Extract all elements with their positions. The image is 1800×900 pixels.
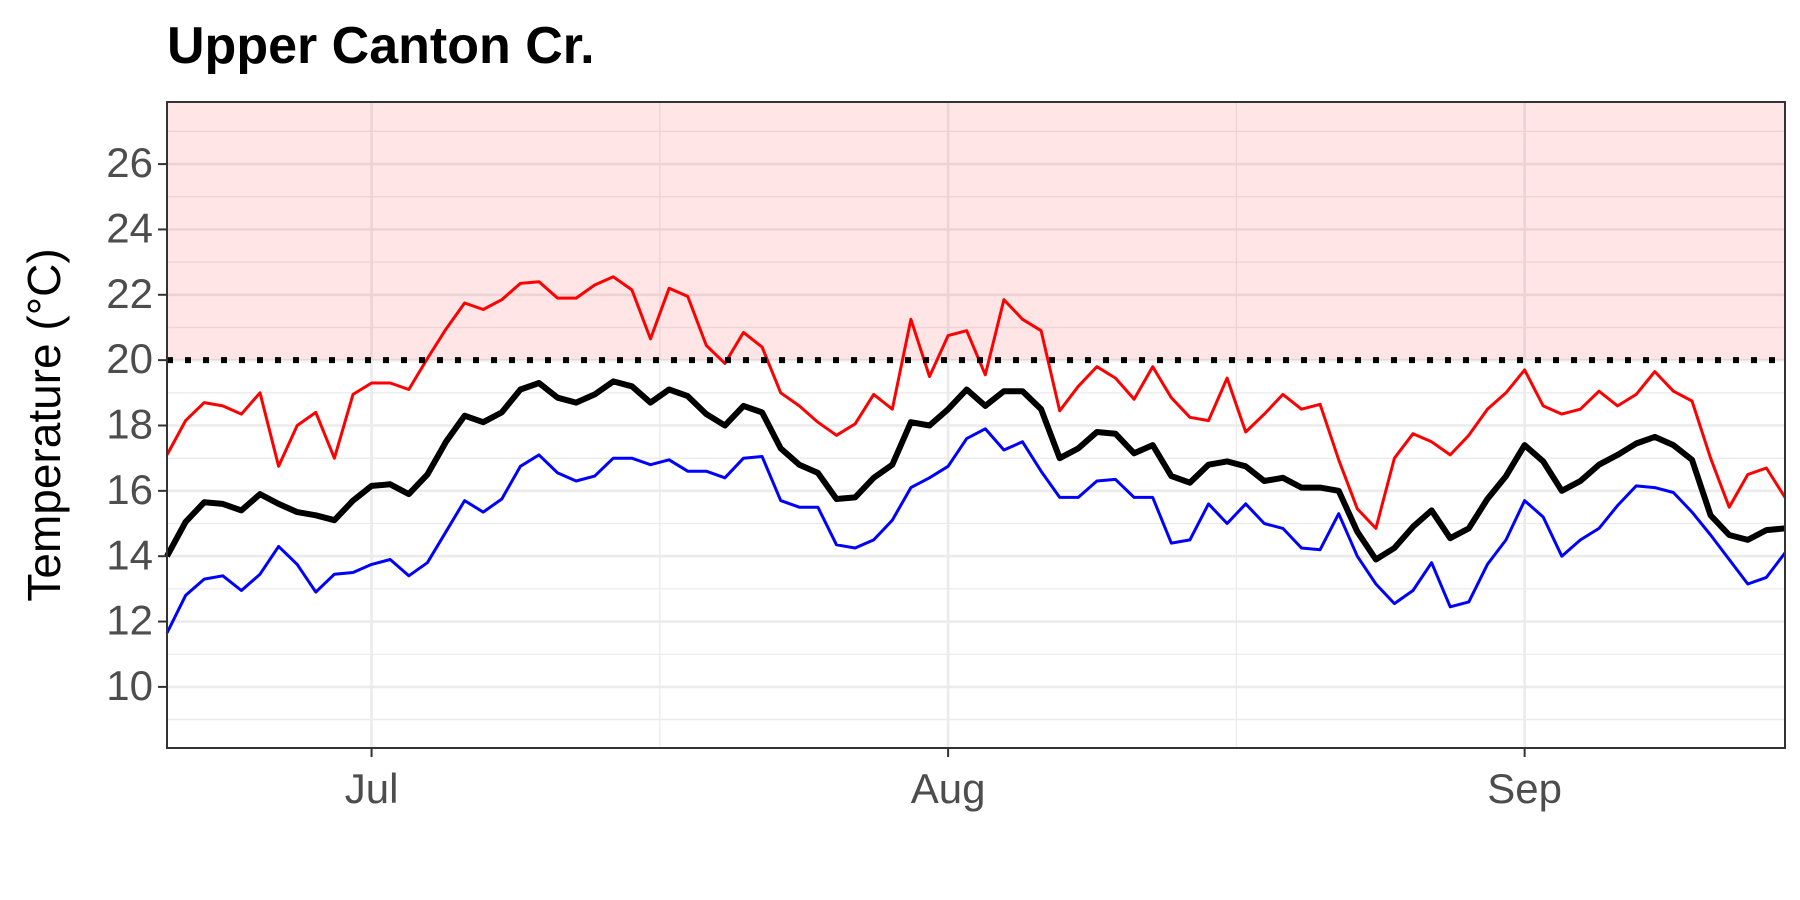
y-axis-label: Temperature (°C) [18,248,70,601]
y-tick-label: 14 [106,531,153,578]
chart-title: Upper Canton Cr. [167,17,595,75]
series-line [165,275,1787,530]
y-tick-label: 12 [106,597,153,644]
x-tick-label: Sep [1487,765,1562,812]
y-tick-label: 22 [106,270,153,317]
y-tick-label: 26 [106,139,153,186]
panel-border [166,101,1786,749]
y-tick-label: 20 [106,335,153,382]
y-tick-label: 24 [106,205,153,252]
series-line [165,427,1787,634]
y-tick-label: 10 [106,662,153,709]
y-tick-label: 18 [106,401,153,448]
series-line [164,378,1786,563]
threshold-shade [167,102,1785,361]
y-tick-label: 16 [106,466,153,513]
x-tick-label: Aug [911,765,986,812]
x-tick-label: Jul [345,765,399,812]
